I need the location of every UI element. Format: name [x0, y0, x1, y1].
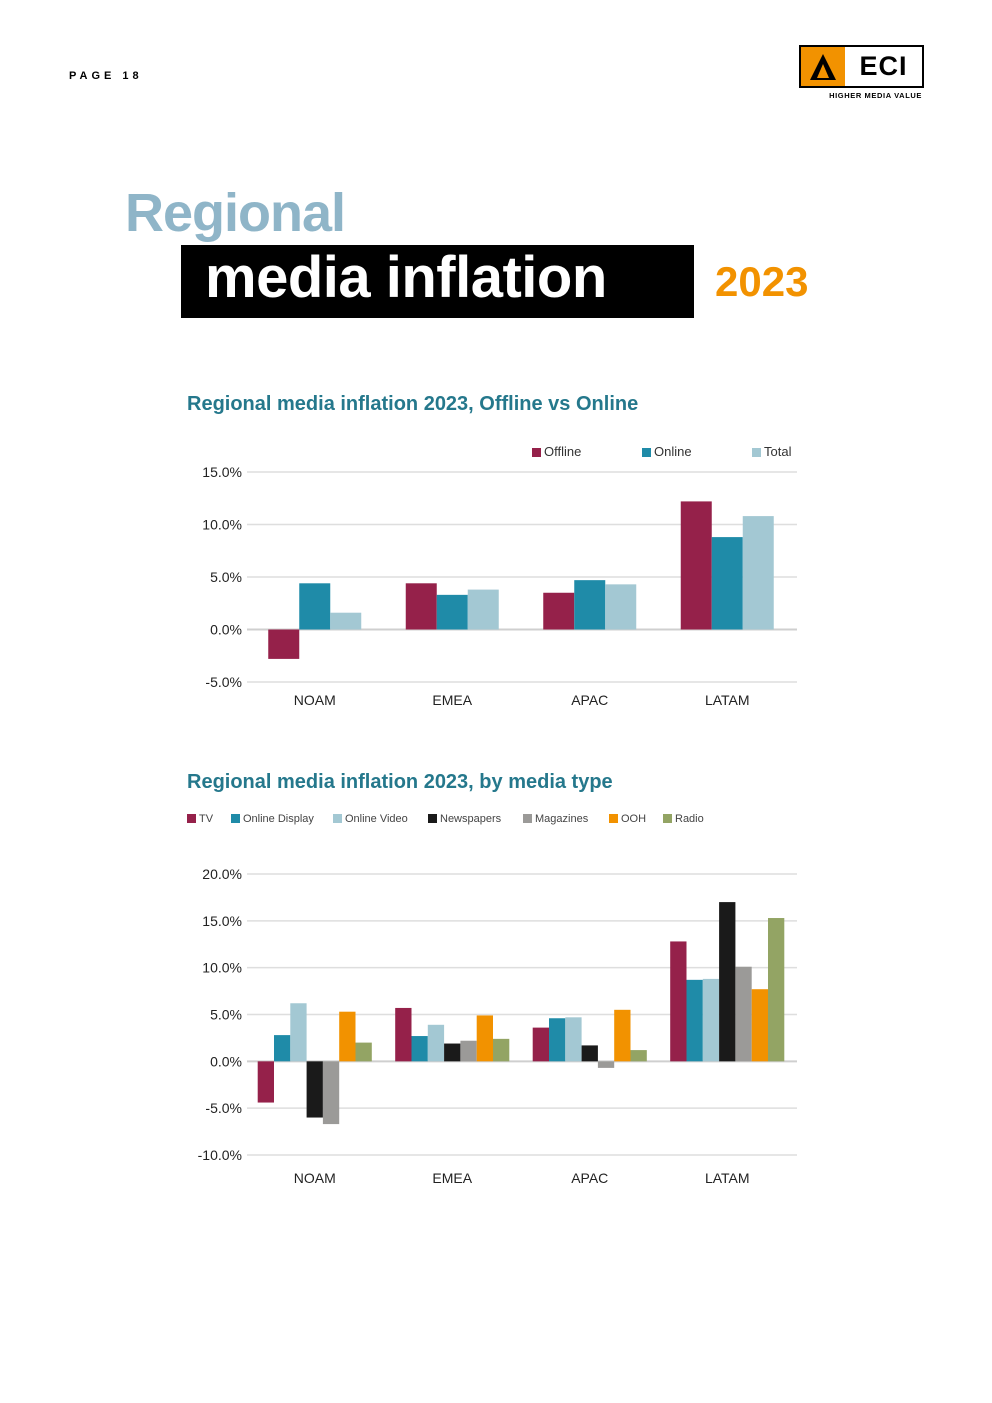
chart2-legend-label: Radio	[675, 813, 704, 825]
eci-logo: ECI HIGHER MEDIA VALUE	[799, 45, 924, 100]
chart2-bar-apac-tv	[532, 1027, 549, 1062]
chart2-bar-emea-ooh	[476, 1015, 493, 1062]
chart2-bar-apac-online-video	[565, 1017, 582, 1062]
chart1-bar-noam-offline	[268, 629, 300, 659]
chart2-y-tick-label: 15.0%	[202, 913, 242, 929]
chart2-legend-swatch	[428, 814, 437, 823]
chart1-bar-latam-offline	[680, 501, 712, 630]
chart2-category-label: APAC	[571, 1170, 608, 1186]
chart2-y-tick-label: 10.0%	[202, 960, 242, 976]
chart1-category-label: APAC	[571, 692, 608, 708]
chart2-title: Regional media inflation 2023, by media …	[187, 771, 613, 793]
chart2-bar-latam-newspapers	[719, 902, 736, 1062]
chart2-y-tick-label: 20.0%	[202, 866, 242, 882]
chart2-y-tick-label: -5.0%	[205, 1100, 242, 1116]
chart1-bar-emea-offline	[405, 583, 437, 630]
chart2-legend-swatch	[231, 814, 240, 823]
chart1-bar-emea-online	[436, 594, 468, 630]
chart2-bar-apac-ooh	[614, 1009, 631, 1062]
chart1-bar-noam-total	[330, 612, 362, 630]
chart1-bar-apac-total	[605, 584, 637, 630]
chart2-bar-noam-magazines	[322, 1061, 340, 1125]
chart2-bar-emea-online-display	[411, 1036, 428, 1062]
logo-tagline: HIGHER MEDIA VALUE	[829, 91, 922, 100]
chart2-bar-apac-newspapers	[581, 1045, 598, 1062]
chart1-category-label: LATAM	[705, 692, 750, 708]
chart2-bar-emea-radio	[493, 1038, 510, 1062]
chart2-legend-label: Newspapers	[440, 813, 502, 825]
chart2-y-tick-label: 0.0%	[210, 1053, 242, 1069]
chart1-y-tick-label: 5.0%	[210, 569, 242, 585]
chart1-legend-swatch	[642, 448, 651, 457]
chart1-title: Regional media inflation 2023, Offline v…	[187, 393, 639, 415]
chart2-legend-label: Online Display	[243, 813, 314, 825]
chart2-bar-apac-online-display	[549, 1018, 566, 1062]
chart2-bar-latam-tv	[670, 941, 687, 1062]
chart1-y-tick-label: 15.0%	[202, 464, 242, 480]
page-number: PAGE 18	[69, 70, 143, 82]
chart2-bar-latam-online-video	[702, 978, 720, 1062]
chart1-bar-noam-online	[299, 583, 331, 630]
chart2-bar-latam-ooh	[751, 989, 768, 1062]
chart2-y-tick-label: 5.0%	[210, 1007, 242, 1023]
chart2-bar-noam-ooh	[339, 1011, 356, 1062]
chart2-category-label: LATAM	[705, 1170, 750, 1186]
chart2-bar-apac-magazines	[597, 1061, 615, 1068]
page-title-year: 2023	[715, 258, 809, 305]
chart2-bar-latam-online-display	[686, 979, 703, 1062]
page-title-line2: media inflation	[181, 245, 694, 318]
chart1-legend-label: Offline	[544, 444, 581, 459]
chart1-y-tick-label: 10.0%	[202, 517, 242, 533]
chart2-legend-label: TV	[199, 813, 214, 825]
chart2-y-tick-label: -10.0%	[198, 1147, 242, 1163]
chart1-legend-label: Online	[654, 444, 692, 459]
chart2-legend-swatch	[663, 814, 672, 823]
chart2-bar-noam-radio	[355, 1042, 372, 1062]
page-title-line1: Regional	[125, 183, 346, 243]
chart2-legend-swatch	[609, 814, 618, 823]
chart2-bar-emea-online-video	[427, 1024, 445, 1062]
chart2-bar-apac-radio	[630, 1050, 647, 1062]
chart1-bar-emea-total	[467, 589, 499, 630]
chart2-bar-noam-online-video	[290, 1003, 307, 1062]
chart1-category-label: NOAM	[294, 692, 336, 708]
chart2-bar-noam-tv	[257, 1061, 274, 1103]
chart1-legend-swatch	[752, 448, 761, 457]
chart2-bar-latam-radio	[768, 918, 785, 1062]
chart2-category-label: EMEA	[432, 1170, 472, 1186]
chart1-y-tick-label: -5.0%	[205, 674, 242, 690]
chart1-bar-apac-online	[574, 580, 606, 630]
chart2-bar-emea-newspapers	[444, 1043, 461, 1062]
chart1-category-label: EMEA	[432, 692, 472, 708]
chart1-legend-label: Total	[764, 444, 792, 459]
chart2-bar-noam-newspapers	[306, 1061, 323, 1118]
chart2-bar-emea-tv	[395, 1007, 412, 1062]
chart2-legend-label: Magazines	[535, 813, 589, 825]
chart1-bar-apac-offline	[543, 592, 575, 630]
logo-text: ECI	[859, 51, 908, 81]
chart2-legend-label: Online Video	[345, 813, 408, 825]
chart2-bar-emea-magazines	[460, 1040, 477, 1062]
chart2-category-label: NOAM	[294, 1170, 336, 1186]
chart2-bar-latam-magazines	[735, 966, 752, 1062]
chart2-legend-label: OOH	[621, 813, 646, 825]
chart2-legend-swatch	[187, 814, 196, 823]
chart1-y-tick-label: 0.0%	[210, 622, 242, 638]
chart2-legend-swatch	[523, 814, 532, 823]
chart1-legend-swatch	[532, 448, 541, 457]
chart1-bar-latam-online	[711, 537, 743, 630]
chart2-bar-noam-online-display	[274, 1035, 291, 1062]
chart2-legend-swatch	[333, 814, 342, 823]
chart1-bar-latam-total	[742, 516, 774, 630]
logo-a-icon	[801, 47, 845, 86]
